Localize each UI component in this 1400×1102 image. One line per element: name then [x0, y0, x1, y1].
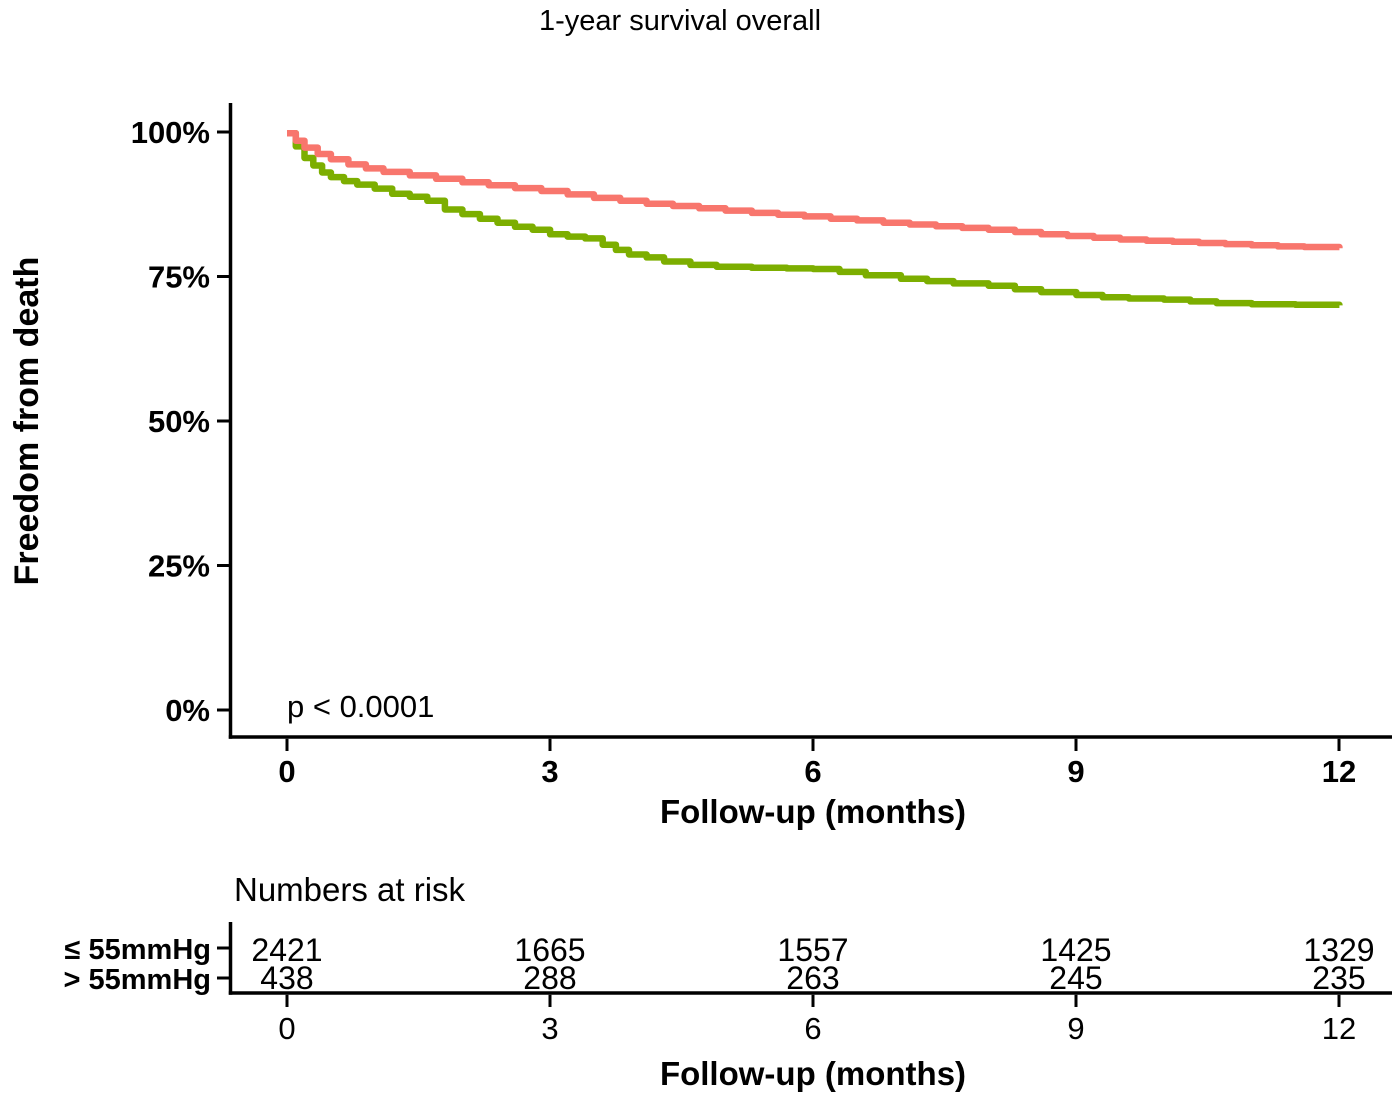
risk-count: 438 [260, 960, 313, 996]
x-tick-label-12: 12 [1322, 754, 1356, 789]
km-curve-gt55 [287, 129, 1343, 309]
chart-title: 1-year survival overall [539, 5, 821, 37]
x-tick-label-6: 6 [804, 754, 821, 789]
risk-x-tick-label-0: 0 [278, 1011, 295, 1046]
y-axis-title: Freedom from death [8, 257, 46, 586]
risk-row-label-gt55: > 55mmHg [64, 964, 211, 996]
risk-count: 1329 [1303, 932, 1374, 968]
risk-x-tick-label-9: 9 [1067, 1011, 1084, 1046]
y-tick-label-75: 75% [148, 260, 210, 295]
risk-count: 1665 [514, 932, 585, 968]
risk-count: 1425 [1040, 932, 1111, 968]
risk-x-tick-label-12: 12 [1322, 1011, 1356, 1046]
y-tick-label-0: 0% [165, 693, 210, 728]
x-axis-title: Follow-up (months) [660, 793, 966, 830]
risk-x-axis-title: Follow-up (months) [660, 1055, 966, 1092]
risk-count: 2421 [251, 932, 322, 968]
risk-table-heading: Numbers at risk [234, 871, 466, 908]
km-curve-le55 [287, 129, 1343, 251]
x-tick-label-3: 3 [541, 754, 558, 789]
risk-x-tick-label-3: 3 [541, 1011, 558, 1046]
y-tick-label-25: 25% [148, 549, 210, 584]
risk-count: 235 [1312, 960, 1365, 996]
risk-x-tick-label-6: 6 [804, 1011, 821, 1046]
risk-row-label-le55: ≤ 55mmHg [65, 934, 211, 966]
y-tick-label-50: 50% [148, 404, 210, 439]
x-tick-label-0: 0 [278, 754, 295, 789]
risk-count: 245 [1049, 960, 1102, 996]
risk-count: 288 [523, 960, 576, 996]
p-value-annotation: p < 0.0001 [287, 689, 434, 724]
risk-count: 263 [786, 960, 839, 996]
risk-count: 1557 [777, 932, 848, 968]
y-tick-label-100: 100% [131, 115, 210, 150]
x-tick-label-9: 9 [1067, 754, 1084, 789]
